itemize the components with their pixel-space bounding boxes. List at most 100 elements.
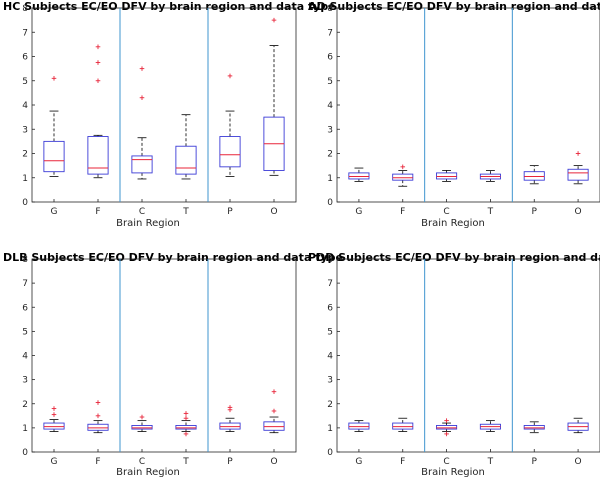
y-tick-label: 3 [327, 125, 333, 135]
x-tick-label: T [487, 457, 494, 467]
outlier-marker [139, 95, 145, 101]
y-tick-label: 4 [327, 352, 333, 362]
y-tick-label: 3 [22, 376, 28, 386]
y-tick-label: 1 [327, 424, 333, 434]
y-tick-label: 0 [327, 198, 333, 208]
box-C [436, 170, 458, 182]
panel-hc-subjects: HC Subjects EC/EO DFV by brain region an… [3, 0, 336, 229]
x-tick-label: C [139, 457, 145, 467]
box-O [263, 389, 285, 434]
box-iqr [392, 173, 414, 181]
box-G [348, 167, 370, 182]
x-tick-label: F [400, 457, 405, 467]
x-tick-label: O [575, 207, 582, 217]
x-tick-label: P [532, 457, 538, 467]
x-tick-label: P [227, 207, 233, 217]
box-iqr [131, 155, 153, 174]
box-G [43, 76, 65, 177]
outlier-marker [95, 78, 101, 84]
y-tick-label: 5 [327, 77, 333, 87]
box-iqr [87, 136, 109, 175]
outlier-marker [227, 405, 233, 410]
box-iqr [436, 425, 458, 430]
y-tick-label: 4 [22, 101, 28, 111]
plot-area: 0 1 2 3 4 5 6 7 8 G F C T P O [22, 4, 297, 217]
y-tick-label: 5 [22, 77, 28, 87]
panel-pdd-subjects: PDD Subjects EC/EO DFV by brain region a… [308, 251, 600, 477]
y-tick-label: 3 [22, 125, 28, 135]
box-iqr [219, 422, 241, 430]
axes-frame [336, 258, 600, 453]
box-C [131, 414, 153, 432]
y-tick-label: 2 [327, 400, 333, 410]
outlier-marker [575, 151, 581, 156]
chart-title: PDD Subjects EC/EO DFV by brain region a… [308, 251, 600, 264]
box-F [392, 417, 414, 432]
y-tick-label: 8 [22, 4, 28, 14]
box-O [567, 417, 589, 434]
outlier-marker [227, 73, 233, 79]
box-T [175, 411, 197, 437]
outlier-marker [51, 76, 57, 81]
box-P [523, 421, 545, 434]
plot-area: 0 1 2 3 4 5 6 7 8 G F C T P O [327, 255, 600, 467]
outlier-marker [51, 406, 57, 411]
y-tick-label: 2 [22, 400, 28, 410]
box-F [87, 44, 109, 179]
outlier-marker [139, 66, 145, 71]
outlier-marker [95, 60, 101, 65]
x-tick-label: P [227, 457, 233, 467]
outlier-marker [95, 413, 101, 419]
x-tick-label: G [51, 457, 58, 467]
box-iqr [567, 168, 589, 181]
outlier-marker [400, 164, 406, 170]
y-tick-label: 0 [327, 448, 333, 458]
axes-frame [31, 258, 297, 453]
box-G [43, 406, 65, 432]
outlier-marker [183, 431, 189, 437]
y-tick-label: 7 [22, 28, 28, 38]
outlier-marker [444, 418, 449, 423]
x-tick-label: G [355, 457, 362, 467]
box-O [263, 17, 285, 176]
x-tick-label: C [443, 457, 449, 467]
box-P [219, 405, 241, 432]
y-tick-label: 0 [22, 448, 28, 458]
box-T [175, 114, 197, 180]
y-tick-label: 6 [22, 303, 28, 313]
outlier-marker [271, 389, 277, 394]
outlier-marker [95, 400, 101, 405]
y-tick-label: 0 [22, 198, 28, 208]
axes-frame [31, 7, 297, 203]
x-tick-label: O [270, 457, 277, 467]
x-tick-label: G [51, 207, 58, 217]
x-axis-label: Brain Region [116, 467, 180, 477]
chart-title: DLB Subjects EC/EO DFV by brain region a… [3, 251, 343, 264]
x-axis-label: Brain Region [116, 218, 180, 229]
box-iqr [523, 171, 545, 181]
plot-area: 0 1 2 3 4 5 6 7 8 G F C T P O [327, 4, 600, 217]
x-tick-label: T [487, 207, 494, 217]
y-tick-label: 5 [22, 327, 28, 337]
chart-title: AD Subjects EC/EO DFV by brain region an… [308, 0, 600, 13]
x-tick-label: G [355, 207, 362, 217]
outlier-marker [95, 44, 101, 50]
chart-title: HC Subjects EC/EO DFV by brain region an… [3, 0, 336, 13]
outlier-marker [271, 408, 277, 414]
outlier-marker [444, 431, 449, 437]
y-tick-label: 7 [327, 279, 333, 289]
box-P [523, 165, 545, 185]
box-iqr [131, 425, 153, 430]
y-tick-label: 1 [22, 174, 28, 184]
box-F [392, 164, 414, 187]
y-tick-label: 8 [327, 4, 333, 14]
box-C [131, 66, 153, 180]
outlier-marker [183, 415, 189, 421]
box-iqr [43, 422, 65, 430]
x-tick-label: O [270, 207, 277, 217]
box-P [219, 73, 241, 177]
y-tick-label: 7 [22, 279, 28, 289]
outlier-marker [183, 411, 189, 416]
x-axis-label: Brain Region [421, 218, 485, 229]
